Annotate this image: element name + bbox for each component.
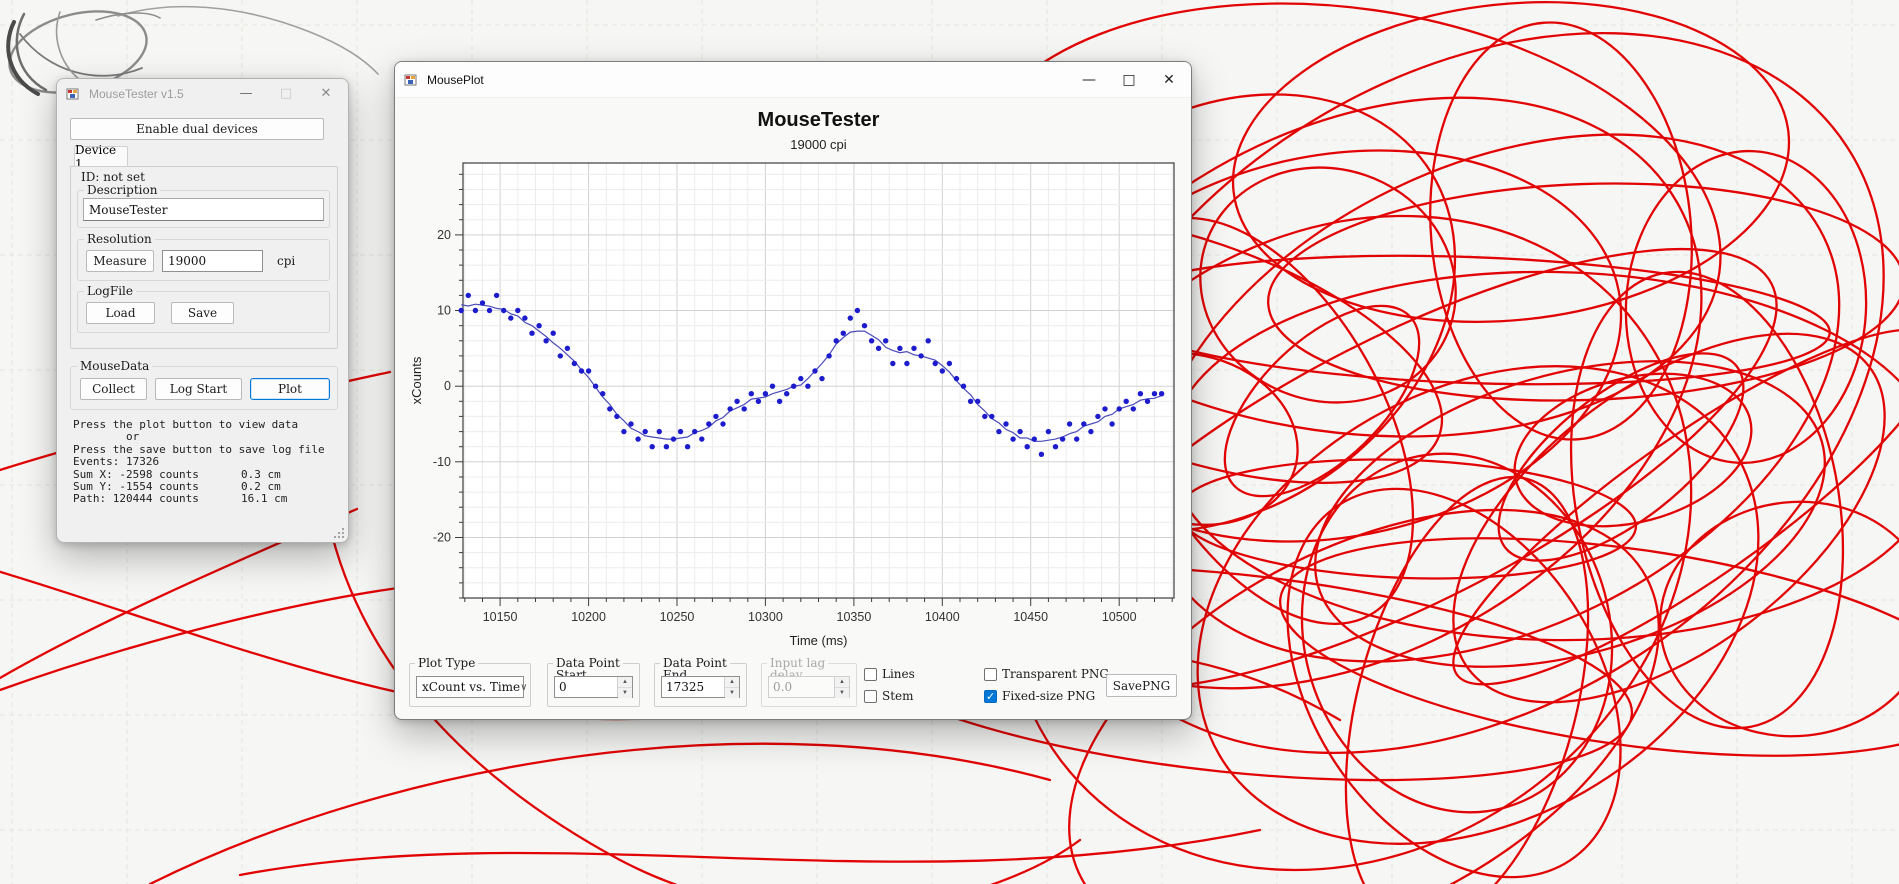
svg-text:10450: 10450 — [1013, 610, 1048, 624]
description-field[interactable]: MouseTester — [83, 198, 324, 221]
close-button[interactable]: ✕ — [320, 86, 332, 101]
plot-controls-bar: Plot Type xCount vs. Time ∨ Data Point S… — [395, 656, 1191, 719]
sum-y-row: Sum Y: -1554 counts 0.2 cm — [73, 480, 281, 494]
plot-button[interactable]: Plot — [250, 378, 330, 400]
cpi-label: cpi — [277, 254, 296, 268]
spin-down-icon: ▼ — [618, 688, 632, 698]
spin-up-icon: ▲ — [835, 677, 849, 688]
app-icon — [66, 88, 79, 100]
description-group: Description MouseTester — [77, 183, 330, 228]
spinner-arrows[interactable]: ▲ ▼ — [724, 677, 739, 698]
svg-text:10200: 10200 — [571, 610, 606, 624]
data-point-start-spinner[interactable]: 0 ▲ ▼ — [554, 676, 633, 698]
svg-text:10500: 10500 — [1102, 610, 1137, 624]
mousetester-window: MouseTester v1.5 — □ ✕ Enable dual devic… — [56, 78, 349, 543]
svg-text:10250: 10250 — [660, 610, 695, 624]
data-point-start-group: Data Point Start 0 ▲ ▼ — [547, 656, 640, 707]
checkbox-icon[interactable] — [864, 667, 877, 681]
svg-text:10: 10 — [437, 304, 451, 318]
chart-subtitle: 19000 cpi — [790, 137, 846, 152]
mousedata-group: MouseData Collect Log Start Plot — [70, 359, 338, 410]
data-points — [458, 292, 1165, 457]
y-axis-label: xCounts — [409, 356, 424, 404]
mousetester-titlebar[interactable]: MouseTester v1.5 — □ ✕ — [57, 79, 348, 109]
x-axis-label: Time (ms) — [789, 633, 847, 648]
logfile-group: LogFile Load Save — [77, 284, 330, 333]
resolution-field[interactable]: 19000 — [162, 250, 263, 272]
tab-device-1[interactable]: Device 1 — [74, 143, 128, 171]
chevron-down-icon: ∨ — [520, 681, 528, 693]
svg-text:20: 20 — [437, 228, 451, 242]
checkbox-icon[interactable] — [984, 667, 997, 681]
xcount-vs-time-chart: 10150 10200 10250 10300 10350 10400 10450 10500… — [409, 109, 1175, 648]
stem-checkbox[interactable]: Stem — [864, 689, 914, 703]
data-point-end-group: Data Point End 17325 ▲ ▼ — [654, 656, 747, 707]
window-title: MousePlot — [427, 72, 484, 87]
path-row: Path: 120444 counts 16.1 cm — [73, 492, 288, 506]
checkbox-icon[interactable] — [984, 689, 997, 703]
close-button[interactable]: ✕ — [1163, 72, 1175, 88]
svg-text:10350: 10350 — [837, 610, 872, 624]
svg-text:10150: 10150 — [483, 610, 518, 624]
spinner-arrows: ▲ ▼ — [834, 677, 849, 698]
save-button[interactable]: Save — [171, 302, 234, 324]
svg-text:-10: -10 — [433, 455, 451, 469]
mouseplot-titlebar[interactable]: MousePlot — □ ✕ — [395, 62, 1191, 98]
window-title: MouseTester v1.5 — [89, 87, 184, 101]
lines-checkbox[interactable]: Lines — [864, 667, 915, 681]
svg-text:10400: 10400 — [925, 610, 960, 624]
spinner-arrows[interactable]: ▲ ▼ — [617, 677, 632, 698]
spin-up-icon: ▲ — [725, 677, 739, 688]
checkbox-icon[interactable] — [864, 689, 877, 703]
load-button[interactable]: Load — [86, 302, 155, 324]
plot-type-dropdown[interactable]: xCount vs. Time ∨ — [416, 676, 528, 698]
chart-title: MouseTester — [758, 109, 880, 131]
app-icon — [404, 74, 417, 85]
maximize-button[interactable]: □ — [279, 86, 293, 101]
spin-down-icon: ▼ — [725, 688, 739, 698]
transparent-png-checkbox[interactable]: Transparent PNG — [984, 667, 1109, 681]
enable-dual-devices-button[interactable]: Enable dual devices — [70, 118, 324, 140]
mouseplot-window: MousePlot — □ ✕ 10150 10200 10250 10300 1035… — [394, 61, 1192, 720]
spin-up-icon: ▲ — [618, 677, 632, 688]
input-lag-group: Input lag delay 0.0 ▲ ▼ — [761, 656, 857, 707]
status-text: Press the plot button to view data or Pr… — [73, 418, 337, 506]
minimize-button[interactable]: — — [239, 86, 253, 101]
plot-type-group: Plot Type xCount vs. Time ∨ — [409, 656, 531, 707]
svg-text:0: 0 — [444, 379, 451, 393]
spin-down-icon: ▼ — [835, 688, 849, 698]
savepng-button[interactable]: SavePNG — [1106, 674, 1177, 697]
sum-x-row: Sum X: -2598 counts 0.3 cm — [73, 467, 281, 481]
hand-drawn-mouse-sketch — [6, 5, 379, 96]
maximize-button[interactable]: □ — [1122, 72, 1136, 88]
svg-text:-20: -20 — [433, 531, 451, 545]
device-id-label: ID: not set — [81, 170, 145, 184]
resize-grip[interactable] — [332, 526, 345, 539]
data-point-end-spinner[interactable]: 17325 ▲ ▼ — [661, 676, 740, 698]
collect-button[interactable]: Collect — [80, 378, 147, 400]
measure-button[interactable]: Measure — [86, 250, 154, 272]
log-start-button[interactable]: Log Start — [155, 378, 242, 400]
minimize-button[interactable]: — — [1082, 72, 1096, 88]
resolution-group: Resolution Measure 19000 cpi — [77, 232, 330, 281]
input-lag-spinner: 0.0 ▲ ▼ — [768, 676, 850, 698]
svg-text:10300: 10300 — [748, 610, 783, 624]
fixed-size-png-checkbox[interactable]: Fixed-size PNG — [984, 689, 1095, 703]
